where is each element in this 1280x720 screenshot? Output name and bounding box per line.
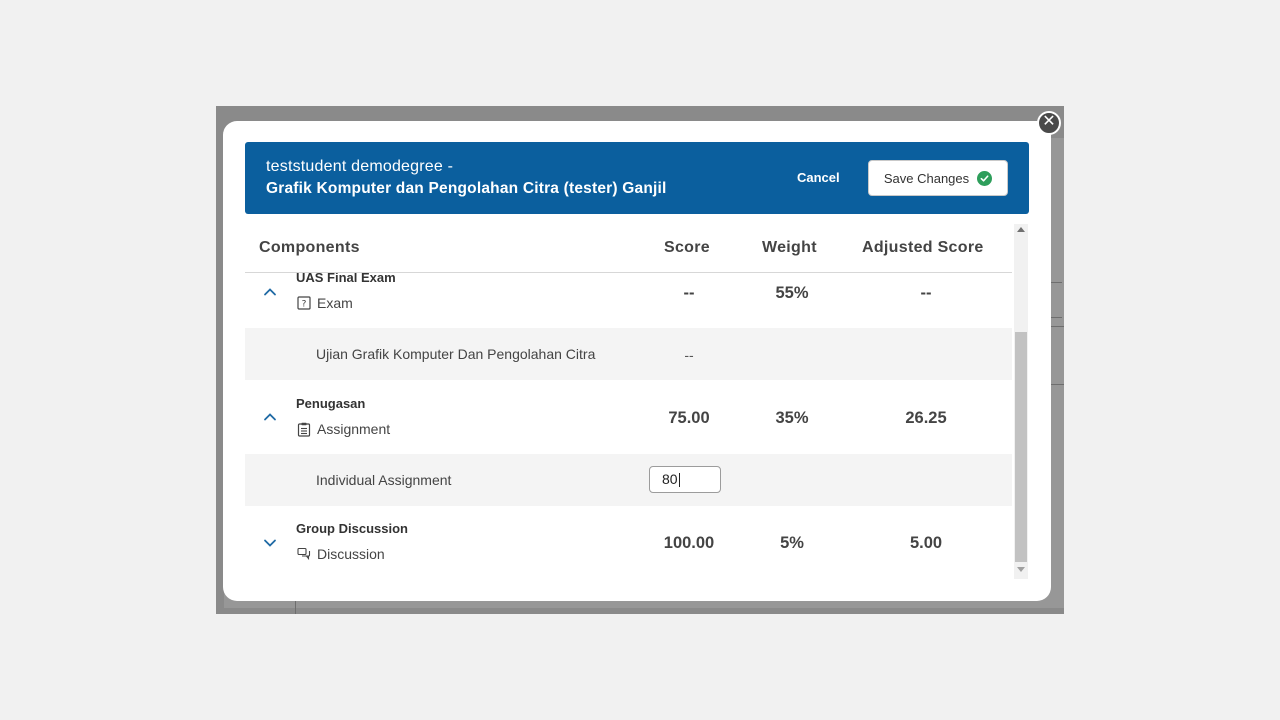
component-row-penugasan: Penugasan Assignment 75.00 35% 26.25	[245, 380, 1012, 454]
component-type-label: Assignment	[317, 421, 391, 437]
column-components: Components	[259, 239, 360, 256]
component-score: --	[683, 284, 695, 302]
save-changes-label: Save Changes	[883, 170, 970, 186]
save-changes-button[interactable]: Save Changes	[868, 160, 1008, 196]
component-adjusted-score: 5.00	[909, 534, 943, 552]
background-divider	[1046, 326, 1064, 327]
subcomponent-row-individual-assignment: Individual Assignment 80	[245, 454, 1012, 506]
subcomponent-label: Ujian Grafik Komputer Dan Pengolahan Cit…	[316, 346, 596, 362]
table-scrollbar[interactable]	[1014, 224, 1028, 579]
chat-bubbles-icon	[297, 547, 311, 561]
component-type-label: Discussion	[317, 546, 385, 562]
clipboard-icon	[297, 422, 311, 437]
score-input-value: 80	[662, 471, 678, 487]
subcomponent-row-uas: Ujian Grafik Komputer Dan Pengolahan Cit…	[245, 328, 1012, 380]
check-circle-icon	[977, 170, 993, 186]
component-weight: 35%	[775, 409, 809, 427]
course-name: Grafik Komputer dan Pengolahan Citra (te…	[266, 180, 667, 197]
modal-header: teststudent demodegree - Grafik Komputer…	[245, 142, 1029, 214]
column-score: Score	[664, 239, 710, 256]
component-score: 100.00	[663, 534, 715, 552]
component-type-label: Exam	[317, 295, 353, 311]
component-weight: 5%	[780, 534, 804, 552]
svg-text:?: ?	[302, 300, 307, 310]
component-adjusted-score: 26.25	[905, 409, 947, 427]
table-header: Components Score Weight Adjusted Score	[245, 224, 1012, 273]
component-type: ? Exam	[297, 295, 353, 311]
score-input[interactable]: 80	[649, 466, 721, 493]
student-name: teststudent demodegree -	[266, 158, 454, 175]
scrollbar-thumb[interactable]	[1015, 332, 1027, 562]
background-divider	[1046, 384, 1064, 385]
component-type: Assignment	[297, 421, 390, 437]
subcomponent-score: --	[684, 347, 694, 363]
grade-edit-modal: teststudent demodegree - Grafik Komputer…	[223, 121, 1051, 601]
component-type: Discussion	[297, 546, 385, 562]
scroll-down-arrow-icon[interactable]	[1017, 567, 1025, 572]
subcomponent-label: Individual Assignment	[316, 472, 452, 488]
cancel-button[interactable]: Cancel	[797, 170, 840, 185]
component-name: Group Discussion	[296, 521, 408, 536]
text-cursor	[678, 473, 680, 488]
component-weight: 55%	[775, 284, 809, 302]
component-row-group-discussion: Group Discussion Discussion 100.00 5% 5.…	[245, 506, 1012, 579]
component-score: 75.00	[668, 409, 710, 427]
component-name: UAS Final Exam	[296, 270, 396, 285]
chevron-down-icon[interactable]	[262, 535, 278, 551]
grade-table: Components Score Weight Adjusted Score U…	[245, 224, 1012, 579]
scroll-up-arrow-icon[interactable]	[1017, 227, 1025, 232]
column-adjusted-score: Adjusted Score	[862, 239, 984, 256]
component-name: Penugasan	[296, 396, 366, 411]
component-adjusted-score: --	[920, 284, 932, 302]
column-weight: Weight	[762, 239, 817, 256]
chevron-up-icon[interactable]	[262, 409, 278, 425]
question-box-icon: ?	[297, 296, 311, 310]
close-modal-button[interactable]: ✕	[1037, 111, 1061, 135]
chevron-up-icon[interactable]	[262, 284, 278, 300]
